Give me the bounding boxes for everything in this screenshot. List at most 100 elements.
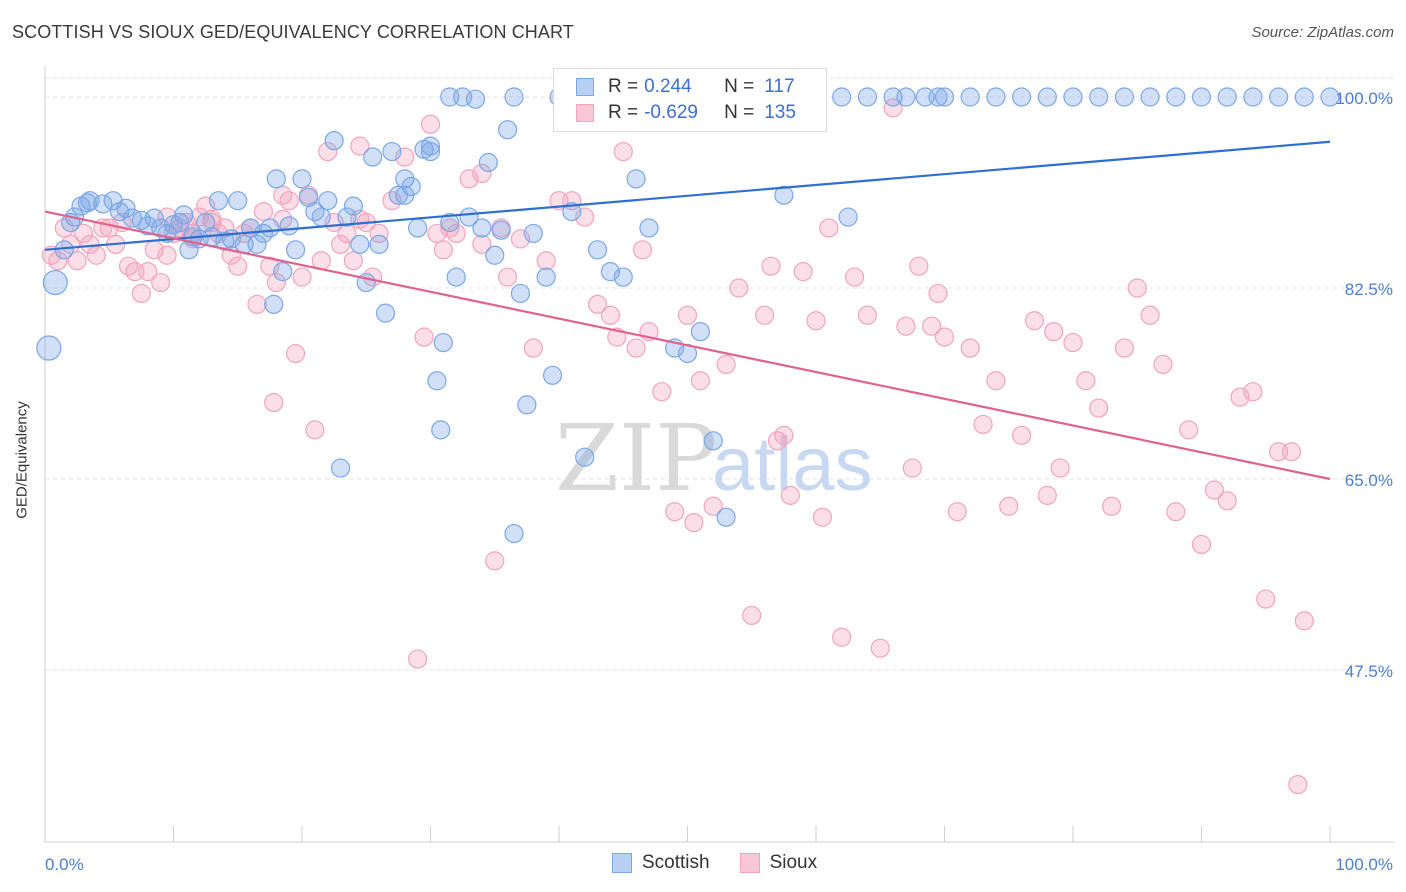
data-point <box>324 212 344 233</box>
data-point <box>427 371 447 391</box>
data-point <box>478 152 498 173</box>
y-tick-label: 47.5% <box>1345 662 1393 681</box>
data-point <box>324 131 344 151</box>
data-point <box>1294 611 1314 631</box>
data-point <box>1294 87 1314 107</box>
data-point <box>459 207 479 227</box>
data-point <box>266 272 286 293</box>
data-point <box>613 267 633 287</box>
data-point <box>1114 87 1135 107</box>
data-point <box>1114 338 1135 358</box>
data-point <box>793 262 813 282</box>
data-point <box>350 234 370 254</box>
data-point <box>318 191 338 211</box>
x-tick-labels: 0.0% 100.0% <box>45 855 1393 874</box>
data-point <box>279 216 299 236</box>
data-point <box>375 303 396 323</box>
data-point <box>812 507 833 527</box>
data-point <box>292 169 312 189</box>
data-point <box>909 256 929 276</box>
data-point <box>408 218 428 238</box>
data-point <box>1076 371 1096 391</box>
data-point <box>459 169 479 189</box>
data-point <box>77 193 98 213</box>
data-point <box>652 382 672 402</box>
x-tick-label: 0.0% <box>45 855 84 874</box>
data-point <box>986 87 1006 107</box>
axes <box>44 66 1395 843</box>
data-point <box>504 87 524 107</box>
data-point <box>472 218 492 238</box>
data-point <box>774 425 794 445</box>
data-point <box>542 365 563 385</box>
watermark: ZIP atlas <box>555 405 873 512</box>
data-point <box>896 87 916 107</box>
data-point <box>1089 398 1109 418</box>
data-point <box>420 136 441 156</box>
data-point <box>780 485 800 505</box>
data-point <box>420 141 441 162</box>
data-point <box>36 335 62 361</box>
data-point <box>485 551 505 571</box>
legend-item-sioux[interactable]: Sioux <box>739 852 817 874</box>
data-point <box>260 218 280 238</box>
legend-item-scottish[interactable]: Scottish <box>612 852 710 874</box>
data-point <box>703 496 723 516</box>
data-point <box>1011 87 1032 107</box>
source-label: Source: ZipAtlas.com <box>1251 24 1394 41</box>
data-point <box>431 420 451 440</box>
data-point <box>575 447 595 467</box>
data-point <box>292 267 312 287</box>
data-point <box>1320 87 1340 107</box>
data-point <box>632 240 653 260</box>
data-point <box>902 458 922 478</box>
data-point <box>343 196 363 216</box>
data-point <box>1230 387 1250 407</box>
grid-lines <box>45 77 1395 671</box>
data-point <box>703 431 723 451</box>
data-point <box>208 191 229 211</box>
data-point <box>440 212 460 233</box>
data-point <box>934 327 955 347</box>
data-point <box>742 605 762 626</box>
data-point <box>369 234 389 254</box>
data-point <box>729 278 749 298</box>
data-point <box>626 169 646 189</box>
data-point <box>1089 87 1109 107</box>
data-point <box>1191 87 1212 107</box>
data-point <box>305 420 325 440</box>
scottish-swatch <box>612 853 632 873</box>
data-point <box>819 218 839 238</box>
data-point <box>838 207 858 227</box>
data-point <box>266 169 286 189</box>
data-point <box>844 267 865 287</box>
n-label: N = <box>724 102 755 123</box>
data-point <box>93 194 113 214</box>
data-point <box>48 251 68 271</box>
data-point <box>600 262 621 282</box>
data-point <box>716 507 736 527</box>
data-point <box>472 234 492 254</box>
x-tick-label: 100.0% <box>1335 855 1393 874</box>
data-point <box>330 458 351 478</box>
trend-lines <box>44 140 1331 481</box>
data-point <box>285 240 306 260</box>
data-point <box>298 187 319 208</box>
data-point <box>896 316 916 336</box>
data-point <box>600 305 621 325</box>
data-point <box>1153 354 1173 374</box>
data-point <box>264 393 284 413</box>
legend-row-scottish: R = 0.244 N = 117 <box>576 74 795 100</box>
data-point <box>883 98 903 118</box>
data-point <box>665 502 685 522</box>
data-point <box>870 638 890 658</box>
data-point <box>151 272 171 293</box>
n-value: 135 <box>764 102 796 123</box>
data-point <box>587 240 608 260</box>
data-point <box>690 322 710 342</box>
data-point <box>395 147 415 167</box>
watermark-zip: ZIP <box>555 405 717 512</box>
data-point <box>1268 87 1289 107</box>
data-point <box>832 627 852 647</box>
data-point <box>684 513 704 533</box>
